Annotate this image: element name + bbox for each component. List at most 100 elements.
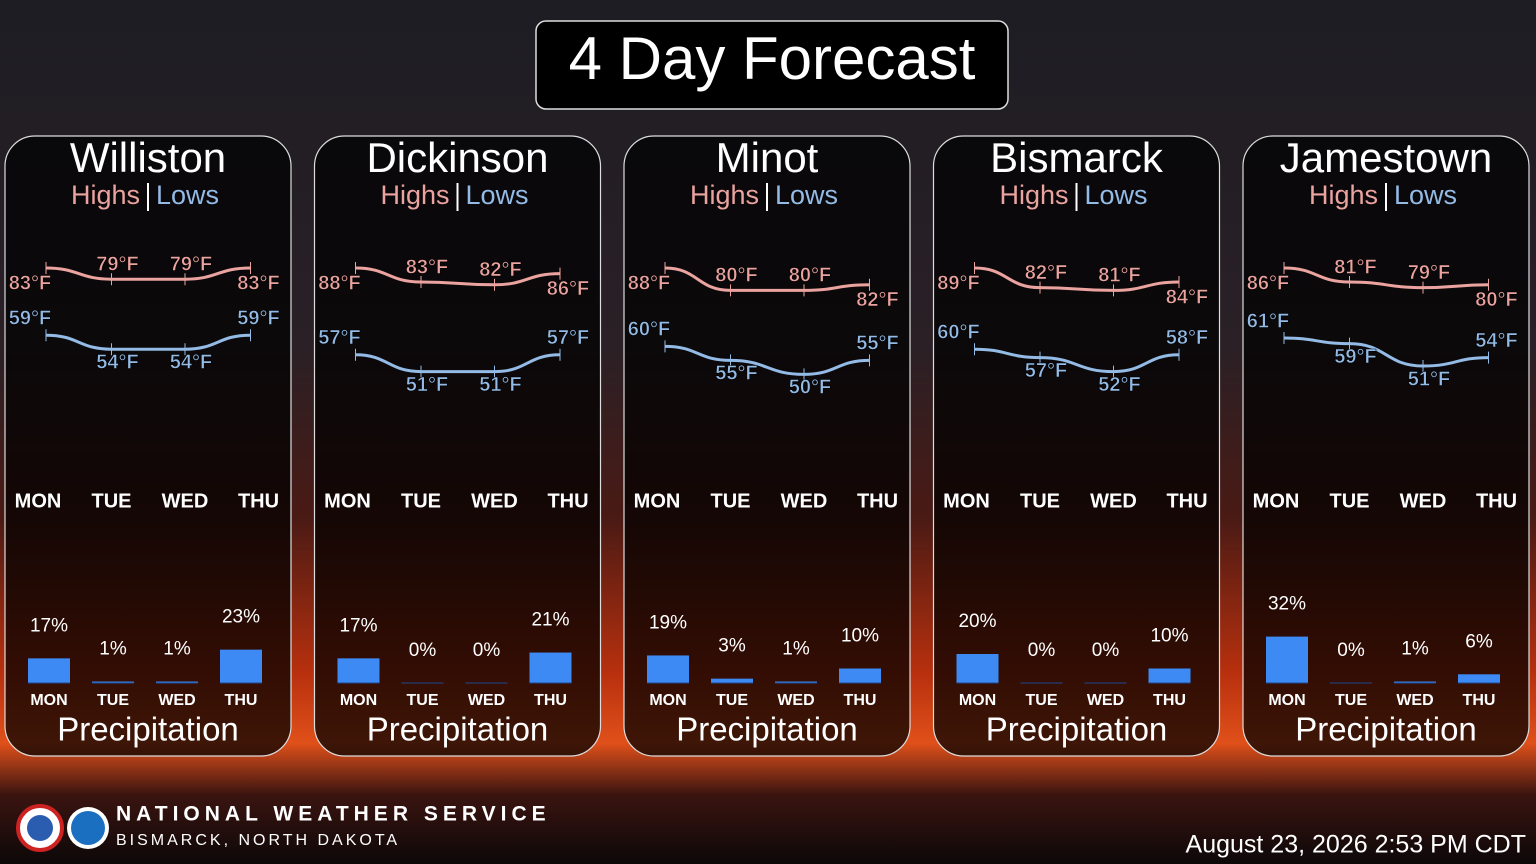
title: 4 Day Forecast: [569, 25, 976, 92]
high-label: 86°F: [1247, 272, 1289, 294]
precip-label: 0%: [1337, 640, 1365, 661]
precip-bar: [1148, 668, 1191, 683]
precip-bar: [711, 678, 753, 683]
low-label: 54°F: [96, 351, 138, 373]
precip-label: 1%: [782, 639, 810, 660]
day-label: WED: [471, 490, 518, 512]
day-label: TUE: [711, 490, 751, 512]
day-label: WED: [1400, 490, 1447, 512]
precip-label: 10%: [1150, 626, 1188, 647]
precip-bar: [839, 668, 881, 683]
low-label: 57°F: [547, 327, 589, 349]
day-label: MON: [1253, 490, 1300, 512]
day-label: TUE: [1330, 490, 1370, 512]
title-box: [535, 20, 1009, 110]
low-label: 55°F: [715, 363, 757, 385]
precip-label: 1%: [1401, 639, 1429, 660]
high-label: 88°F: [318, 272, 360, 294]
panel: [932, 135, 1221, 757]
highs-legend: Highs: [380, 180, 449, 210]
precip-bar: [156, 681, 198, 683]
precip-day-label: MON: [649, 692, 686, 709]
low-label: 60°F: [937, 321, 979, 343]
day-label: WED: [781, 490, 828, 512]
day-label: THU: [857, 490, 898, 512]
precip-bar: [220, 649, 262, 683]
low-label: 57°F: [1025, 360, 1067, 382]
precip-day-label: TUE: [1026, 692, 1058, 709]
day-label: THU: [547, 490, 588, 512]
precip-day-label: THU: [534, 692, 567, 709]
precip-day-label: MON: [1268, 692, 1305, 709]
low-label: 54°F: [1475, 330, 1517, 352]
day-label: MON: [943, 490, 990, 512]
high-label: 88°F: [628, 272, 670, 294]
precip-bar: [956, 654, 999, 683]
low-label: 58°F: [1166, 327, 1208, 349]
low-label: 51°F: [1408, 368, 1450, 390]
lows-legend: Lows: [1085, 180, 1148, 210]
precip-bar: [337, 658, 380, 683]
office-name: BISMARCK, NORTH DAKOTA: [116, 832, 400, 849]
precip-label: 32%: [1268, 594, 1306, 615]
panel: [623, 135, 911, 757]
org-name: NATIONAL WEATHER SERVICE: [116, 803, 551, 826]
precip-day-label: TUE: [407, 692, 439, 709]
precip-day-label: WED: [158, 692, 195, 709]
high-label: 82°F: [856, 289, 898, 311]
precip-label: 21%: [531, 610, 569, 631]
high-label: 82°F: [479, 259, 521, 281]
precip-bar: [92, 681, 134, 683]
low-label: 57°F: [318, 327, 360, 349]
day-label: TUE: [92, 490, 132, 512]
panel: [313, 135, 602, 757]
highs-legend: Highs: [1309, 180, 1378, 210]
city-name: Dickinson: [366, 134, 548, 181]
precip-title: Precipitation: [1295, 711, 1477, 748]
precip-bar: [1266, 636, 1308, 683]
lows-legend: Lows: [1394, 180, 1457, 210]
day-label: MON: [15, 490, 62, 512]
lows-legend: Lows: [156, 180, 219, 210]
nws-logo: [16, 804, 109, 852]
precip-day-label: TUE: [1335, 692, 1367, 709]
precip-day-label: WED: [777, 692, 814, 709]
precip-bar: [28, 658, 70, 683]
high-line: [664, 266, 870, 292]
low-line: [1283, 336, 1489, 368]
high-label: 79°F: [170, 253, 212, 275]
day-label: THU: [1476, 490, 1517, 512]
day-label: TUE: [401, 490, 441, 512]
precip-label: 0%: [473, 640, 501, 661]
precip-day-label: MON: [30, 692, 67, 709]
precip-day-label: MON: [340, 692, 377, 709]
high-label: 82°F: [1025, 262, 1067, 284]
high-label: 86°F: [547, 278, 589, 300]
precip-bar: [529, 652, 572, 683]
low-label: 54°F: [170, 351, 212, 373]
panel: [1242, 135, 1530, 757]
precip-day-label: WED: [1087, 692, 1124, 709]
low-label: 61°F: [1247, 310, 1289, 332]
precip-label: 19%: [649, 612, 687, 633]
precip-title: Precipitation: [57, 711, 239, 748]
timestamp: August 23, 2026 2:53 PM CDT: [1186, 831, 1526, 859]
low-label: 50°F: [789, 377, 831, 399]
day-label: TUE: [1020, 490, 1060, 512]
high-line: [974, 266, 1180, 292]
precip-label: 1%: [163, 639, 191, 660]
high-label: 81°F: [1334, 256, 1376, 278]
precip-bar: [1394, 681, 1436, 683]
high-line: [355, 266, 561, 287]
high-line: [1283, 266, 1489, 290]
low-line: [355, 353, 561, 374]
precip-day-label: TUE: [97, 692, 129, 709]
precip-label: 23%: [222, 607, 260, 628]
precip-bar: [647, 655, 689, 683]
high-label: 79°F: [96, 253, 138, 275]
panel: [4, 135, 292, 757]
precip-title: Precipitation: [986, 711, 1168, 748]
low-label: 51°F: [479, 374, 521, 396]
low-label: 52°F: [1098, 374, 1140, 396]
